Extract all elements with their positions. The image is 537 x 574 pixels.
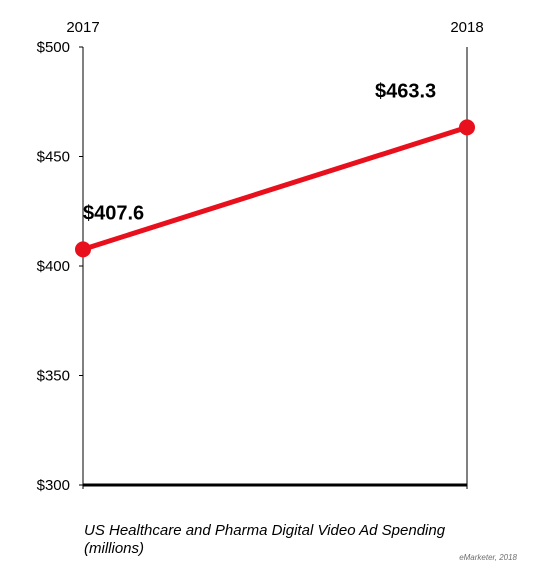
line-chart: $300 $350 $400 $450 $500 2017 2018 $407.6 $463.3	[37, 19, 484, 494]
data-point	[459, 119, 475, 136]
caption-line-1: US Healthcare and Pharma Digital Video A…	[84, 522, 446, 539]
y-tick-label: $350	[37, 368, 70, 385]
chart-caption: US Healthcare and Pharma Digital Video A…	[84, 522, 504, 558]
y-tick-label: $300	[37, 477, 70, 494]
source-note: eMarketer, 2018	[459, 553, 517, 562]
y-tick-label: $450	[37, 149, 70, 166]
series-line	[80, 124, 470, 252]
y-tick-label: $400	[37, 258, 70, 275]
data-label: $407.6	[83, 202, 144, 224]
caption-line-2: (millions)	[84, 540, 144, 557]
y-tick-label: $500	[37, 39, 70, 56]
x-category-label: 2018	[450, 19, 483, 36]
x-category-label: 2017	[66, 19, 99, 36]
data-label: $463.3	[375, 80, 436, 102]
data-point	[75, 241, 91, 258]
